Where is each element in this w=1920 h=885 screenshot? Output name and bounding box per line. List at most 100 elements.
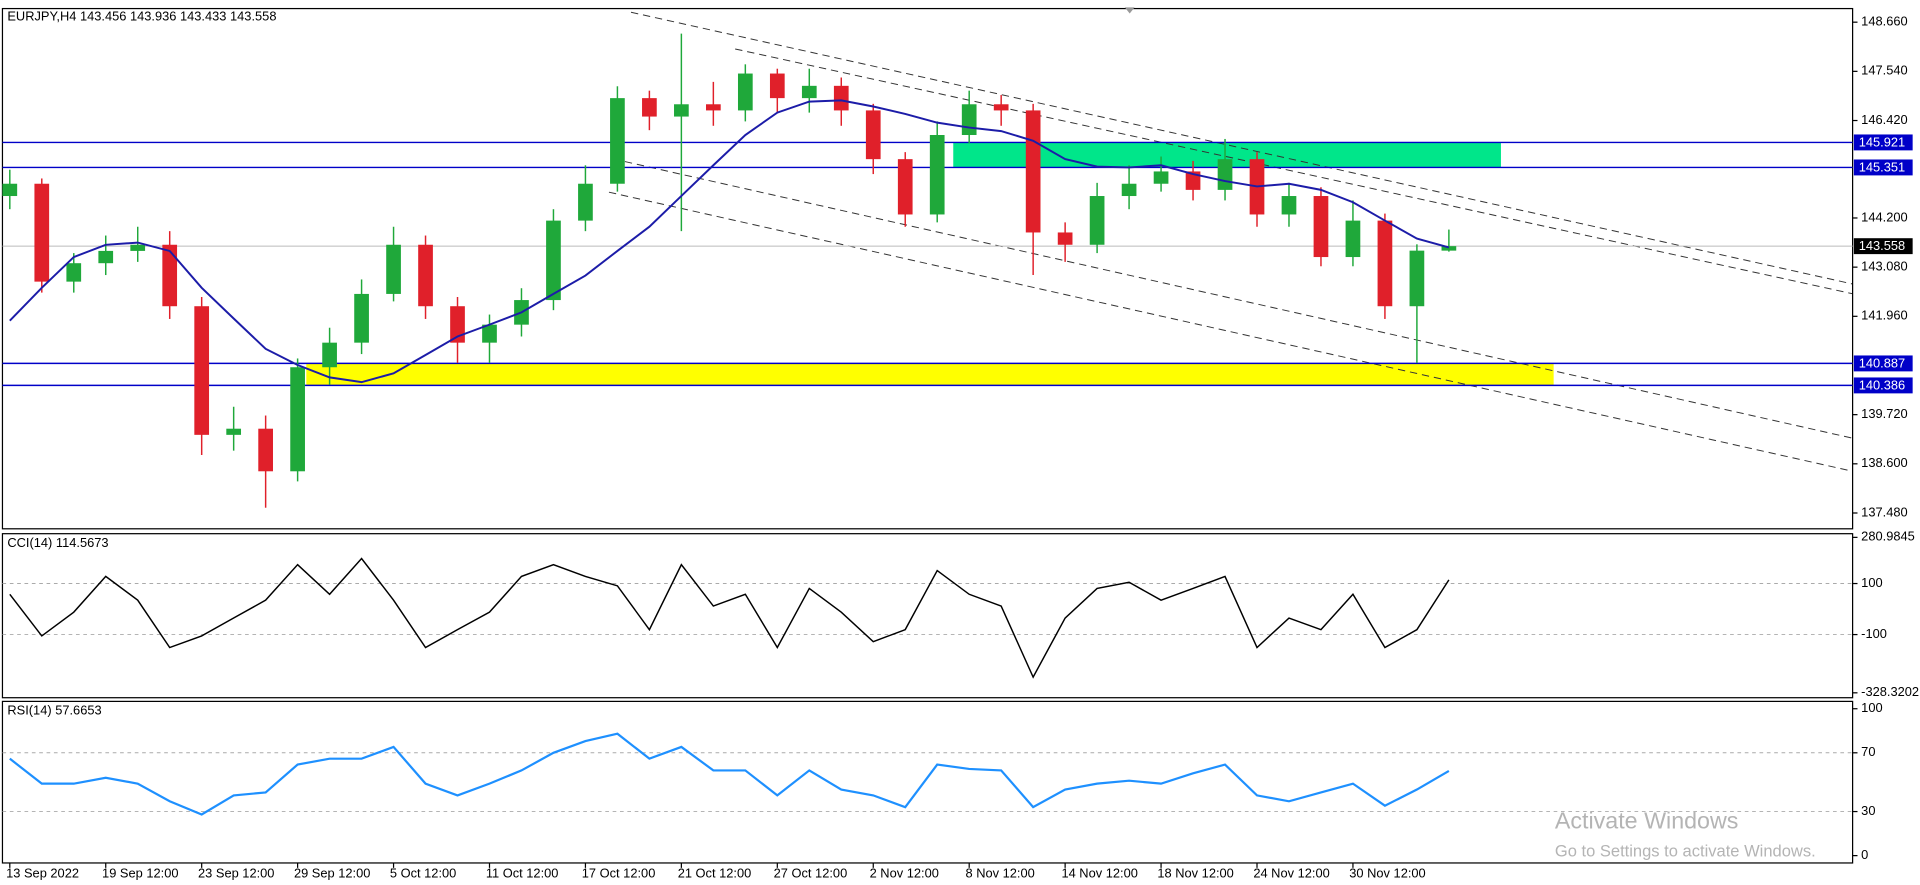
x-tick-label: 29 Sep 12:00	[294, 865, 370, 880]
candle-body	[258, 428, 273, 472]
candle-body	[737, 73, 753, 111]
candle-body	[961, 104, 977, 136]
x-tick-label: 27 Oct 12:00	[774, 865, 848, 880]
y-tick-label: 0	[1861, 847, 1868, 862]
candle-body	[1441, 246, 1457, 251]
candle-body	[642, 98, 657, 117]
level-label-box	[1853, 159, 1913, 176]
candle-body	[546, 220, 561, 301]
watermark-subtitle: Go to Settings to activate Windows.	[1555, 841, 1816, 860]
x-tick-label: 30 Nov 12:00	[1349, 865, 1425, 880]
candle-body	[386, 244, 401, 294]
candle-body	[1185, 171, 1201, 190]
x-tick-label: 23 Sep 12:00	[198, 865, 274, 880]
candle-body	[1121, 183, 1137, 197]
x-tick-label: 11 Oct 12:00	[486, 865, 559, 880]
level-label: 140.887	[1859, 355, 1905, 370]
rsi-title: RSI(14) 57.6653	[7, 703, 101, 718]
candle-body	[162, 244, 178, 307]
y-tick-label: 141.960	[1861, 308, 1907, 323]
candle-body	[865, 110, 881, 160]
candle-body	[194, 306, 210, 435]
candle-body	[801, 85, 817, 99]
zones	[306, 142, 1554, 386]
candle-body	[290, 367, 305, 472]
candle-body	[578, 183, 593, 221]
channel-line	[630, 11, 1853, 285]
zone	[306, 363, 1554, 386]
y-tick-label: 280.9845	[1861, 529, 1915, 544]
x-tick-label: 13 Sep 2022	[6, 865, 79, 880]
cci-title: CCI(14) 114.5673	[7, 535, 108, 550]
channel-line	[608, 191, 1853, 472]
x-tick-label: 19 Sep 12:00	[102, 865, 178, 880]
last-price-box	[1853, 238, 1913, 255]
candle-body	[1025, 110, 1041, 233]
last-price-label: 143.558	[1859, 238, 1905, 253]
y-tick-label: 139.720	[1861, 406, 1907, 421]
level-label: 140.386	[1859, 377, 1905, 392]
candle-body	[897, 159, 913, 215]
candle-body	[1089, 196, 1105, 245]
y-tick-label: -100	[1861, 626, 1887, 641]
x-tick-label: 17 Oct 12:00	[582, 865, 656, 880]
level-label: 145.351	[1859, 159, 1905, 174]
x-tick-label: 14 Nov 12:00	[1061, 865, 1137, 880]
shift-marker	[1124, 7, 1135, 14]
candle-body	[1057, 232, 1073, 245]
candle-body	[98, 250, 114, 264]
candle-body	[354, 293, 369, 343]
candle-body	[1281, 196, 1297, 215]
candle-body	[993, 104, 1009, 111]
candle-body	[929, 135, 945, 215]
x-tick-label: 21 Oct 12:00	[678, 865, 752, 880]
candle-body	[226, 428, 242, 435]
rsi-panel	[1, 700, 1854, 864]
y-tick-label: -328.3202	[1861, 684, 1919, 699]
level-label: 145.921	[1859, 134, 1905, 149]
candle-body	[1377, 220, 1393, 307]
candle-body	[66, 263, 82, 282]
candle-body	[706, 104, 721, 111]
level-label-box	[1853, 377, 1913, 394]
candle-body	[482, 324, 497, 343]
channel-lines	[608, 11, 1853, 472]
candle-body	[1313, 196, 1329, 258]
candle-body	[34, 183, 50, 282]
candle-body	[769, 73, 785, 99]
candle-body	[674, 104, 689, 117]
x-tick-label: 24 Nov 12:00	[1253, 865, 1329, 880]
y-tick-label: 137.480	[1861, 504, 1907, 519]
x-tick-label: 8 Nov 12:00	[966, 865, 1035, 880]
y-tick-label: 147.540	[1861, 63, 1907, 78]
candle-body	[418, 244, 433, 307]
moving-average	[9, 99, 1450, 384]
y-tick-label: 100	[1861, 700, 1882, 715]
candle-body	[130, 244, 146, 251]
channel-line	[735, 48, 1853, 295]
y-tick-label: 143.080	[1861, 259, 1907, 274]
price-title: EURJPY,H4 143.456 143.936 143.433 143.55…	[7, 9, 276, 24]
candle-body	[1217, 159, 1233, 190]
y-tick-label: 100	[1861, 575, 1882, 590]
candle-body	[610, 98, 625, 184]
y-tick-label: 144.200	[1861, 209, 1907, 224]
channel-line	[624, 161, 1853, 439]
y-tick-label: 30	[1861, 803, 1875, 818]
x-tick-label: 5 Oct 12:00	[390, 865, 456, 880]
y-tick-label: 70	[1861, 744, 1875, 759]
price-panel	[1, 7, 1854, 530]
level-label-box	[1853, 134, 1913, 151]
candle-body	[2, 183, 18, 197]
x-tick-label: 18 Nov 12:00	[1157, 865, 1233, 880]
watermark-title: Activate Windows	[1555, 808, 1739, 834]
candle-body	[1409, 250, 1425, 307]
x-tick-label: 2 Nov 12:00	[870, 865, 939, 880]
y-tick-label: 138.600	[1861, 455, 1907, 470]
cci-panel	[1, 533, 1854, 699]
candle-body	[1153, 171, 1169, 184]
candle-body	[450, 306, 465, 343]
